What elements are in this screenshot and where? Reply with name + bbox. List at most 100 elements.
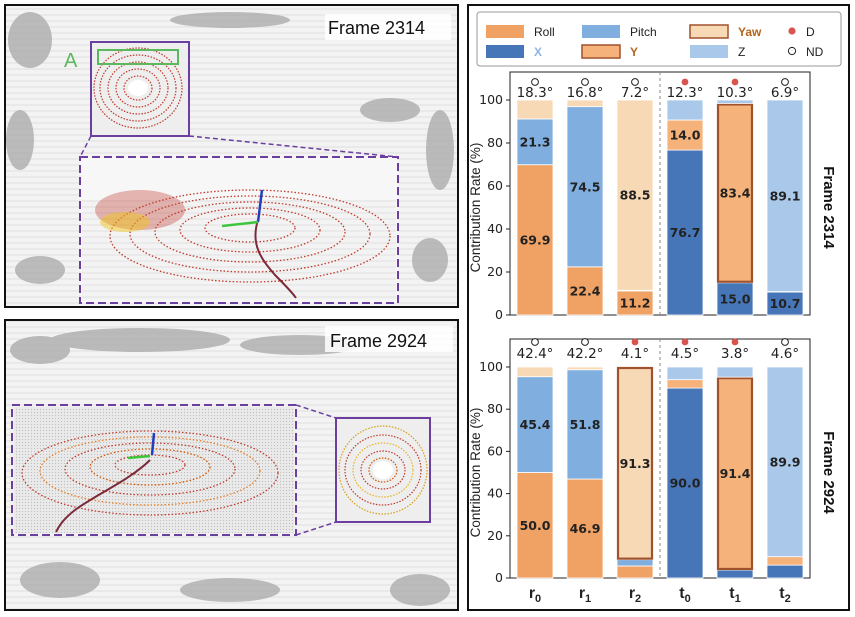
angle-label-t0: 12.3° (667, 85, 704, 101)
zoom-rings-bottom (21, 430, 279, 516)
y-tick-label: 80 (487, 135, 503, 150)
angle-label-t0: 4.5° (671, 346, 699, 362)
marker-nd-r0 (531, 78, 539, 86)
bar-segment-t0-y (666, 379, 704, 389)
bar-r0: 69.9 21.3 (516, 99, 554, 316)
y-tick-label: 100 (479, 359, 503, 374)
bar-segment-t0-x (666, 387, 704, 579)
bar-segment-t2-y (766, 556, 804, 566)
bar-segment-r2-pitch (616, 559, 654, 567)
bar-segment-t2-x (766, 564, 804, 579)
bar-highlight-r2 (616, 366, 654, 560)
legend-swatch-roll (486, 25, 524, 38)
legend-label-yaw: Yaw (738, 25, 762, 39)
legend: Roll Pitch Yaw D X Y Z ND (476, 11, 842, 67)
bar-segment-r1-yaw (566, 99, 604, 108)
legend-item-roll: Roll (486, 25, 555, 39)
y-tick-label: 80 (487, 401, 503, 416)
x-tick-label-r0: r0 (529, 585, 541, 605)
data-label-t0-x: 76.7 (670, 225, 701, 240)
chart-1: 0 20 40 60 80 100 Contribution Rate (%) Frame 2… (468, 71, 837, 322)
bar-segment-r1-pitch (566, 106, 604, 268)
bar-segment-r0-pitch (516, 118, 554, 166)
angle-label-t2: 4.6° (771, 346, 799, 362)
bar-segment-t1-z (716, 366, 754, 378)
legend-label-x: X (534, 45, 542, 59)
x-tick-label-t0: t0 (679, 585, 690, 605)
bar-segment-r2-roll (616, 290, 654, 316)
y-tick-label: 0 (495, 307, 503, 322)
bar-highlight-t1 (716, 103, 754, 283)
legend-label-nd: ND (806, 45, 824, 59)
marker-nd-r0 (531, 338, 539, 346)
bar-t1: 15.0 83.4 (716, 99, 754, 316)
x-tick-label-r2: r2 (629, 585, 641, 605)
legend-item-x: X (486, 45, 542, 59)
data-label-r1-roll: 46.9 (570, 521, 601, 536)
angle-label-r1: 16.8° (567, 85, 604, 101)
legend-swatch-y (581, 44, 621, 59)
y-axis-label: Contribution Rate (%) (468, 143, 483, 273)
chart-frame-label: Frame 2314 (820, 166, 837, 249)
y-tick-label: 60 (487, 178, 503, 193)
bar-segment-r1-yaw (566, 366, 604, 371)
legend-swatch-yaw (689, 24, 729, 39)
data-label-r0-roll: 69.9 (520, 232, 551, 247)
legend-item-z: Z (690, 45, 745, 59)
bar-segment-r0-roll (516, 164, 554, 316)
legend-label-z: Z (738, 45, 745, 59)
bar-segment-r0-roll (516, 472, 554, 579)
bar-segment-t1-x (716, 569, 754, 579)
bar-segment-r0-pitch (516, 376, 554, 473)
legend-swatch-z (690, 45, 728, 58)
legend-label-roll: Roll (534, 25, 555, 39)
legend-item-nd: ND (787, 45, 824, 59)
charts: 0 20 40 60 80 100 Contribution Rate (%) Frame 2… (468, 71, 837, 605)
legend-marker-d (788, 27, 796, 35)
angle-label-r0: 42.4° (517, 346, 554, 362)
angle-label-r0: 18.3° (517, 85, 554, 101)
data-label-t2-z: 89.1 (770, 188, 801, 203)
data-label-t1-y: 91.4 (720, 466, 751, 481)
chart-frame-label: Frame 2924 (820, 431, 837, 514)
legend-label-y: Y (630, 45, 638, 59)
y-axis-label: Contribution Rate (%) (468, 408, 483, 538)
bar-t1: 91.4 (716, 366, 754, 579)
inset-rings-top (93, 47, 183, 129)
data-label-r0-pitch: 21.3 (520, 134, 551, 149)
bar-segment-t1-z (716, 99, 754, 104)
data-label-t0-y: 14.0 (670, 128, 701, 143)
bar-segment-r0-yaw (516, 99, 554, 120)
region-a-label: A (64, 50, 78, 72)
x-tick-label-t1: t1 (729, 585, 740, 605)
data-label-t1-x: 15.0 (720, 291, 751, 306)
bar-t0: 76.7 14.0 (666, 99, 704, 316)
marker-nd-t2 (781, 338, 789, 346)
bar-r2: 91.3 (616, 366, 654, 579)
data-label-r2-yaw: 91.3 (620, 456, 651, 471)
bar-r1: 46.9 51.8 (566, 366, 604, 579)
legend-item-d: D (788, 25, 815, 39)
data-label-r0-roll: 50.0 (520, 518, 551, 533)
marker-d-t1 (731, 78, 739, 86)
y-tick-label: 40 (487, 486, 503, 501)
bar-segment-r2-yaw (616, 99, 654, 291)
legend-label-pitch: Pitch (630, 25, 657, 39)
chart-2: 0 20 40 60 80 100 Contribution Rate (%) Frame 2… (468, 338, 837, 605)
marker-nd-t2 (781, 78, 789, 86)
legend-item-yaw: Yaw (689, 24, 762, 39)
zoom-points-top (95, 190, 185, 232)
marker-d-t1 (731, 338, 739, 346)
y-tick-label: 0 (495, 570, 503, 585)
bar-segment-t0-x (666, 149, 704, 316)
data-label-r2-roll: 11.2 (620, 295, 651, 310)
inset-rings-bottom (338, 425, 428, 515)
angle-label-r2: 4.1° (621, 346, 649, 362)
data-label-r2-yaw: 88.5 (620, 188, 651, 203)
angle-label-r2: 7.2° (621, 85, 649, 101)
data-label-t2-x: 10.7 (770, 296, 801, 311)
bar-r0: 50.0 45.4 (516, 366, 554, 579)
bar-segment-t1-x (716, 282, 754, 316)
left-frame-title-top: Frame 2314 (328, 18, 425, 38)
